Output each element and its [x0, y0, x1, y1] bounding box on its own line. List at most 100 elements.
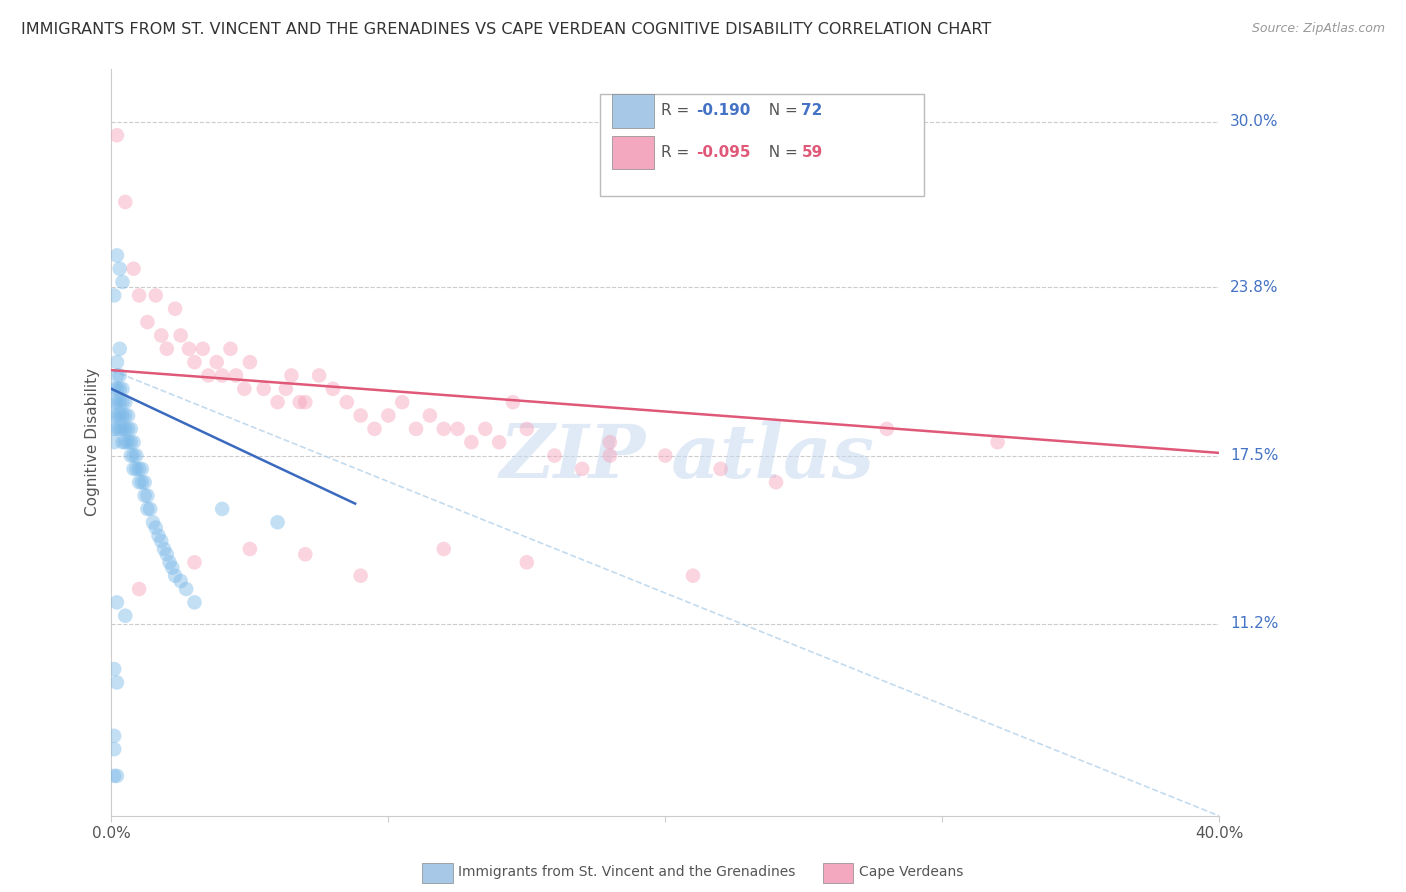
Point [150, 328, 173, 343]
Point [114, 435, 136, 450]
Point [122, 449, 145, 463]
Point [474, 422, 496, 436]
Point [405, 422, 427, 436]
Point [103, 662, 125, 676]
Point [103, 409, 125, 423]
Point [128, 475, 150, 490]
Point [274, 382, 297, 396]
Point [599, 449, 621, 463]
Point [363, 422, 385, 436]
Point [114, 409, 136, 423]
Point [211, 368, 233, 383]
Point [599, 435, 621, 450]
Point [105, 409, 128, 423]
Point [108, 261, 131, 276]
Point [120, 449, 142, 463]
Point [103, 395, 125, 409]
Point [765, 475, 787, 490]
Point [308, 368, 330, 383]
Text: Source: ZipAtlas.com: Source: ZipAtlas.com [1251, 22, 1385, 36]
Point [433, 541, 456, 556]
Point [336, 395, 359, 409]
Point [108, 368, 131, 383]
Point [145, 521, 167, 535]
Point [105, 595, 128, 609]
Text: Cape Verdeans: Cape Verdeans [859, 865, 963, 880]
Point [128, 462, 150, 476]
Point [103, 742, 125, 756]
Point [987, 435, 1010, 450]
Point [156, 342, 179, 356]
Point [280, 368, 302, 383]
Point [233, 382, 256, 396]
Point [239, 355, 262, 369]
Point [111, 275, 134, 289]
Text: N =: N = [759, 145, 803, 160]
Point [114, 395, 136, 409]
Point [225, 368, 247, 383]
Point [516, 555, 538, 569]
Point [183, 355, 205, 369]
Y-axis label: Cognitive Disability: Cognitive Disability [86, 368, 100, 516]
Point [488, 435, 510, 450]
Point [239, 541, 262, 556]
Point [117, 409, 139, 423]
Point [165, 301, 187, 316]
Point [150, 533, 173, 548]
Point [134, 489, 156, 503]
Point [108, 342, 131, 356]
Point [114, 194, 136, 209]
Point [105, 769, 128, 783]
Point [177, 342, 200, 356]
Point [377, 409, 399, 423]
Point [105, 248, 128, 262]
Point [502, 395, 524, 409]
Point [142, 516, 165, 530]
Point [103, 422, 125, 436]
Point [103, 729, 125, 743]
Text: -0.095: -0.095 [696, 145, 751, 160]
Point [117, 435, 139, 450]
Point [446, 422, 468, 436]
Text: ZIP atlas: ZIP atlas [501, 421, 875, 493]
Point [148, 528, 170, 542]
Point [122, 435, 145, 450]
Point [145, 288, 167, 302]
Point [105, 395, 128, 409]
Point [288, 395, 311, 409]
Point [120, 422, 142, 436]
Text: R =: R = [661, 145, 695, 160]
Point [134, 475, 156, 490]
Point [139, 502, 162, 516]
Point [253, 382, 276, 396]
Point [571, 462, 593, 476]
Point [105, 368, 128, 383]
Point [105, 128, 128, 143]
Point [103, 288, 125, 302]
Point [111, 409, 134, 423]
Text: 17.5%: 17.5% [1230, 448, 1278, 463]
Point [191, 342, 214, 356]
Point [654, 449, 676, 463]
Point [111, 435, 134, 450]
Point [108, 409, 131, 423]
Point [111, 422, 134, 436]
Point [516, 422, 538, 436]
Point [543, 449, 565, 463]
Point [103, 435, 125, 450]
Point [219, 342, 242, 356]
Point [682, 568, 704, 582]
Point [131, 475, 153, 490]
Point [174, 582, 197, 596]
Point [165, 568, 187, 582]
Text: N =: N = [759, 103, 803, 118]
Point [136, 315, 159, 329]
Point [103, 382, 125, 396]
Point [294, 395, 316, 409]
Point [162, 560, 184, 574]
Point [131, 462, 153, 476]
Point [128, 288, 150, 302]
Point [105, 382, 128, 396]
Point [117, 422, 139, 436]
Point [153, 541, 176, 556]
